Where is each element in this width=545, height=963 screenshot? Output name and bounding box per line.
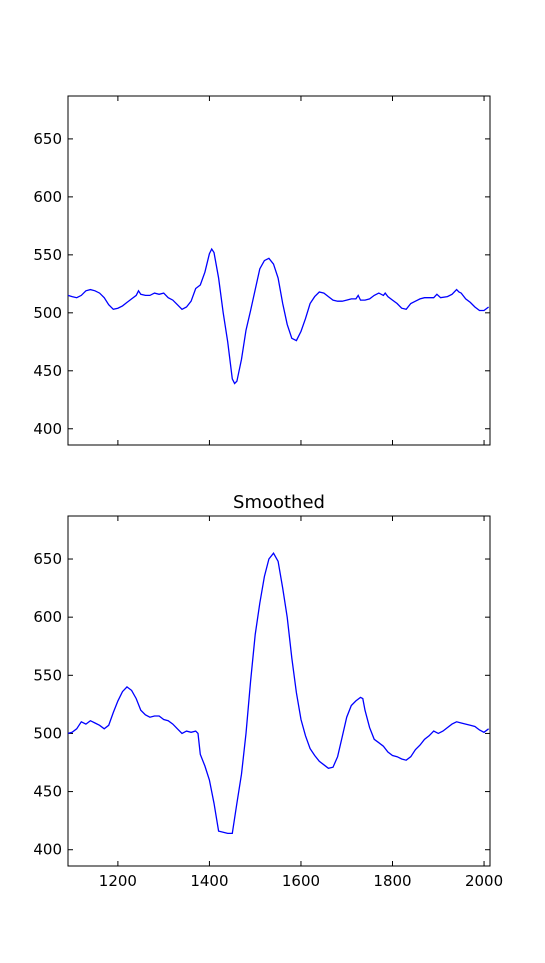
x-tick-label: 1600 [282, 872, 320, 890]
x-tick-label: 1800 [373, 872, 411, 890]
plot-area [67, 95, 491, 446]
y-tick-label: 500 [33, 304, 62, 322]
data-line [67, 552, 489, 835]
y-tick-label: 500 [33, 724, 62, 742]
plot-area [67, 515, 491, 867]
y-tick-label: 400 [33, 841, 62, 859]
y-tick-label: 550 [33, 666, 62, 684]
data-line [67, 247, 489, 385]
y-tick-label: 450 [33, 783, 62, 801]
x-tick-label: 1200 [99, 872, 137, 890]
y-tick-label: 400 [33, 420, 62, 438]
x-tick-label: 2000 [465, 872, 503, 890]
y-tick-label: 650 [33, 130, 62, 148]
x-tick-label: 1400 [190, 872, 228, 890]
y-tick-label: 600 [33, 188, 62, 206]
y-tick-label: 600 [33, 608, 62, 626]
y-tick-label: 550 [33, 246, 62, 264]
y-tick-label: 450 [33, 362, 62, 380]
chart-title: Smoothed [233, 492, 325, 513]
y-tick-label: 650 [33, 550, 62, 568]
